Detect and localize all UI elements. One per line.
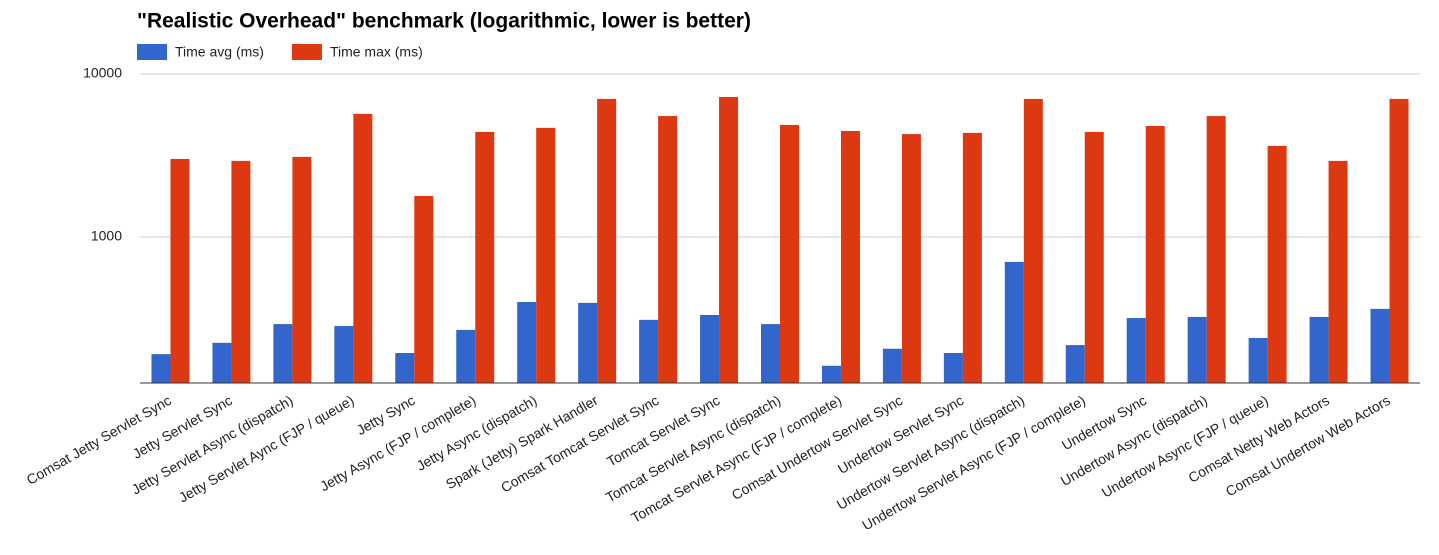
bar bbox=[943, 353, 963, 383]
bar bbox=[1370, 308, 1390, 383]
legend-label: Time avg (ms) bbox=[175, 44, 264, 60]
legend-label: Time max (ms) bbox=[330, 44, 423, 60]
bar bbox=[780, 124, 799, 384]
bar bbox=[334, 326, 354, 383]
legend-swatch bbox=[291, 44, 322, 60]
bar bbox=[231, 160, 251, 383]
bar bbox=[962, 132, 982, 383]
chart-title: "Realistic Overhead" benchmark (logarith… bbox=[137, 10, 751, 33]
bar bbox=[517, 301, 537, 383]
bar bbox=[882, 348, 902, 383]
bar bbox=[1084, 131, 1104, 383]
bar bbox=[414, 195, 434, 383]
bar bbox=[212, 342, 232, 383]
x-tick-label: Undertow Servlet Async (FJP / complete) bbox=[859, 392, 1088, 533]
y-tick-label: 1000 bbox=[91, 228, 122, 244]
bar bbox=[700, 314, 720, 383]
bar bbox=[1267, 145, 1287, 383]
x-tick-label: Jetty Servlet Sync bbox=[130, 392, 235, 462]
bar bbox=[456, 329, 476, 383]
bar bbox=[639, 319, 659, 383]
bar bbox=[1145, 125, 1165, 384]
bar bbox=[901, 134, 921, 383]
y-tick-label: 10000 bbox=[83, 65, 122, 81]
bar bbox=[1065, 345, 1085, 383]
bar bbox=[658, 116, 678, 384]
bar bbox=[395, 353, 415, 383]
bar bbox=[536, 127, 556, 384]
bar bbox=[151, 354, 171, 383]
bar bbox=[1248, 337, 1268, 383]
bar bbox=[353, 113, 373, 383]
bar bbox=[719, 96, 739, 383]
bar bbox=[1023, 98, 1043, 384]
bar bbox=[1187, 316, 1207, 383]
bar bbox=[1206, 116, 1226, 384]
bar bbox=[761, 324, 780, 383]
bar bbox=[273, 324, 293, 383]
bar bbox=[475, 131, 495, 383]
bar bbox=[578, 302, 598, 383]
bar bbox=[1389, 98, 1409, 384]
bar bbox=[821, 365, 841, 383]
bar bbox=[1328, 160, 1348, 383]
bar bbox=[597, 98, 617, 384]
bar bbox=[1309, 316, 1329, 383]
bar bbox=[170, 158, 190, 383]
bar bbox=[292, 156, 312, 383]
bar bbox=[840, 130, 860, 383]
legend-swatch bbox=[137, 44, 167, 60]
bar bbox=[1004, 261, 1024, 383]
bar bbox=[1126, 318, 1146, 383]
